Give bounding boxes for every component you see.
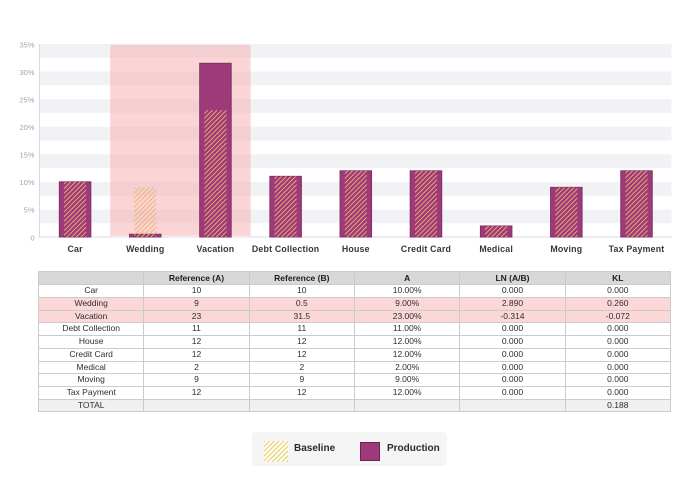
svg-text:0: 0 (30, 233, 34, 242)
svg-text:Credit Card: Credit Card (401, 244, 451, 254)
svg-text:10%: 10% (19, 178, 34, 187)
svg-text:Vacation: Vacation (197, 244, 235, 254)
svg-text:Moving: Moving (550, 244, 582, 254)
svg-text:Car: Car (67, 244, 83, 254)
svg-text:House: House (342, 244, 370, 254)
svg-text:Debt Collection: Debt Collection (252, 244, 320, 254)
svg-text:35%: 35% (19, 40, 34, 49)
svg-text:30%: 30% (19, 68, 34, 77)
svg-text:Medical: Medical (479, 244, 513, 254)
svg-text:Wedding: Wedding (126, 244, 164, 254)
svg-text:15%: 15% (19, 151, 34, 160)
svg-text:25%: 25% (19, 96, 34, 105)
svg-text:20%: 20% (19, 123, 34, 132)
svg-text:Tax Payment: Tax Payment (609, 244, 665, 254)
svg-text:5%: 5% (24, 206, 35, 215)
